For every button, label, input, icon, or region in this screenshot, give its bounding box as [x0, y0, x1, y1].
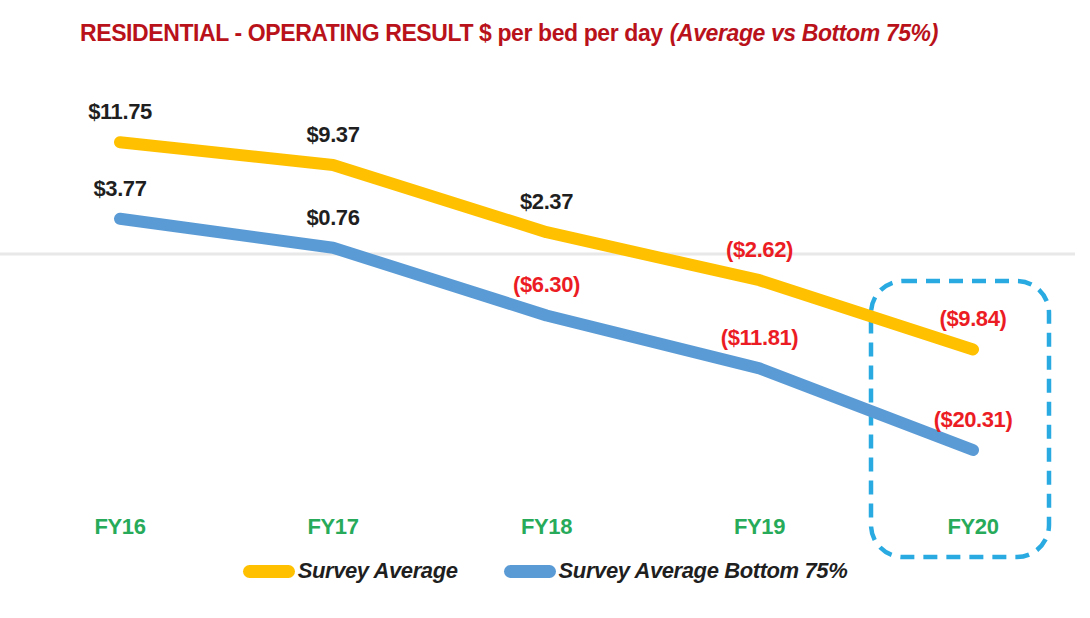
data-label-survey-average-fy17: $9.37 [306, 122, 359, 148]
x-axis-label-fy20: FY20 [948, 514, 999, 540]
data-label-survey-average-fy16: $11.75 [88, 99, 152, 125]
x-axis-label-fy17: FY17 [308, 514, 359, 540]
data-label-survey-average-bottom-75-fy17: $0.76 [306, 205, 359, 231]
data-label-survey-average-bottom-75-fy18: ($6.30) [513, 272, 580, 298]
legend-swatch-survey-average [243, 565, 295, 578]
x-axis-label-fy19: FY19 [734, 514, 785, 540]
x-axis-label-fy16: FY16 [95, 514, 146, 540]
chart-canvas: RESIDENTIAL - OPERATING RESULT $ per bed… [0, 0, 1090, 618]
legend-item-survey-average: Survey Average [243, 558, 458, 584]
data-label-survey-average-bottom-75-fy16: $3.77 [93, 176, 146, 202]
legend-item-survey-average-bottom-75: Survey Average Bottom 75% [504, 558, 848, 584]
legend: Survey Average Survey Average Bottom 75% [0, 558, 1090, 584]
legend-label-survey-average: Survey Average [298, 558, 458, 584]
data-label-survey-average-bottom-75-fy20: ($20.31) [934, 407, 1013, 433]
x-axis-label-fy18: FY18 [521, 514, 572, 540]
legend-label-survey-average-bottom-75: Survey Average Bottom 75% [559, 558, 848, 584]
data-label-survey-average-fy20: ($9.84) [940, 306, 1007, 332]
data-label-survey-average-bottom-75-fy19: ($11.81) [721, 325, 799, 351]
data-label-survey-average-fy19: ($2.62) [726, 237, 793, 263]
legend-swatch-survey-average-bottom-75 [504, 565, 556, 578]
data-label-survey-average-fy18: $2.37 [520, 189, 573, 215]
